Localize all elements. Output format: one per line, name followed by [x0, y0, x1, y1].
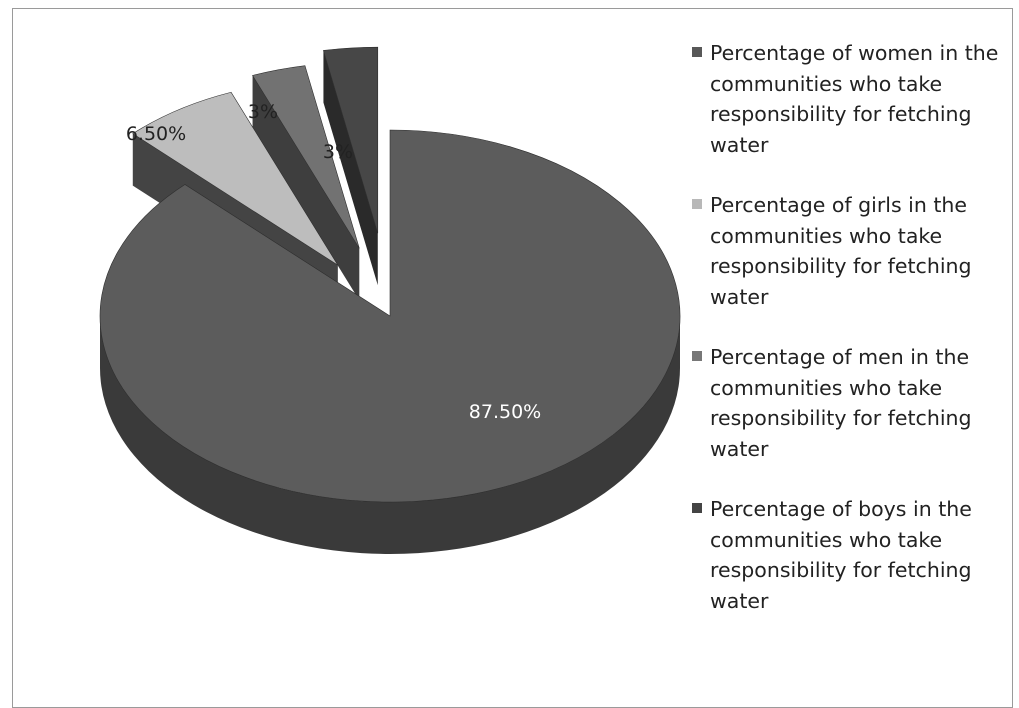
- slice-women: [99, 129, 681, 503]
- legend-label-girls: Percentage of girls in the communities w…: [710, 193, 972, 309]
- data-label-boys: 3%: [323, 141, 353, 163]
- slice-side-men: [252, 75, 360, 301]
- pie-chart: 87.50% 6.50% 3% 3%: [99, 46, 681, 554]
- legend-item-boys: Percentage of boys in the communities wh…: [692, 494, 1012, 616]
- legend-item-girls: Percentage of girls in the communities w…: [692, 190, 1012, 312]
- legend: Percentage of women in the communities w…: [692, 38, 1012, 646]
- legend-label-boys: Percentage of boys in the communities wh…: [710, 497, 972, 613]
- slice-side-boys: [323, 50, 378, 286]
- legend-swatch-boys: [692, 503, 702, 513]
- legend-swatch-women: [692, 47, 702, 57]
- legend-swatch-men: [692, 351, 702, 361]
- slice-side-women: [100, 316, 680, 554]
- slice-boys: [323, 46, 379, 234]
- slice-men: [252, 65, 360, 249]
- data-label-women: 87.50%: [469, 401, 541, 423]
- slice-girls: [132, 91, 339, 266]
- legend-label-men: Percentage of men in the communities who…: [710, 345, 972, 461]
- data-label-girls: 6.50%: [126, 123, 186, 145]
- data-label-men: 3%: [248, 101, 278, 123]
- legend-item-men: Percentage of men in the communities who…: [692, 342, 1012, 464]
- legend-label-women: Percentage of women in the communities w…: [710, 41, 999, 157]
- legend-swatch-girls: [692, 199, 702, 209]
- legend-item-women: Percentage of women in the communities w…: [692, 38, 1012, 160]
